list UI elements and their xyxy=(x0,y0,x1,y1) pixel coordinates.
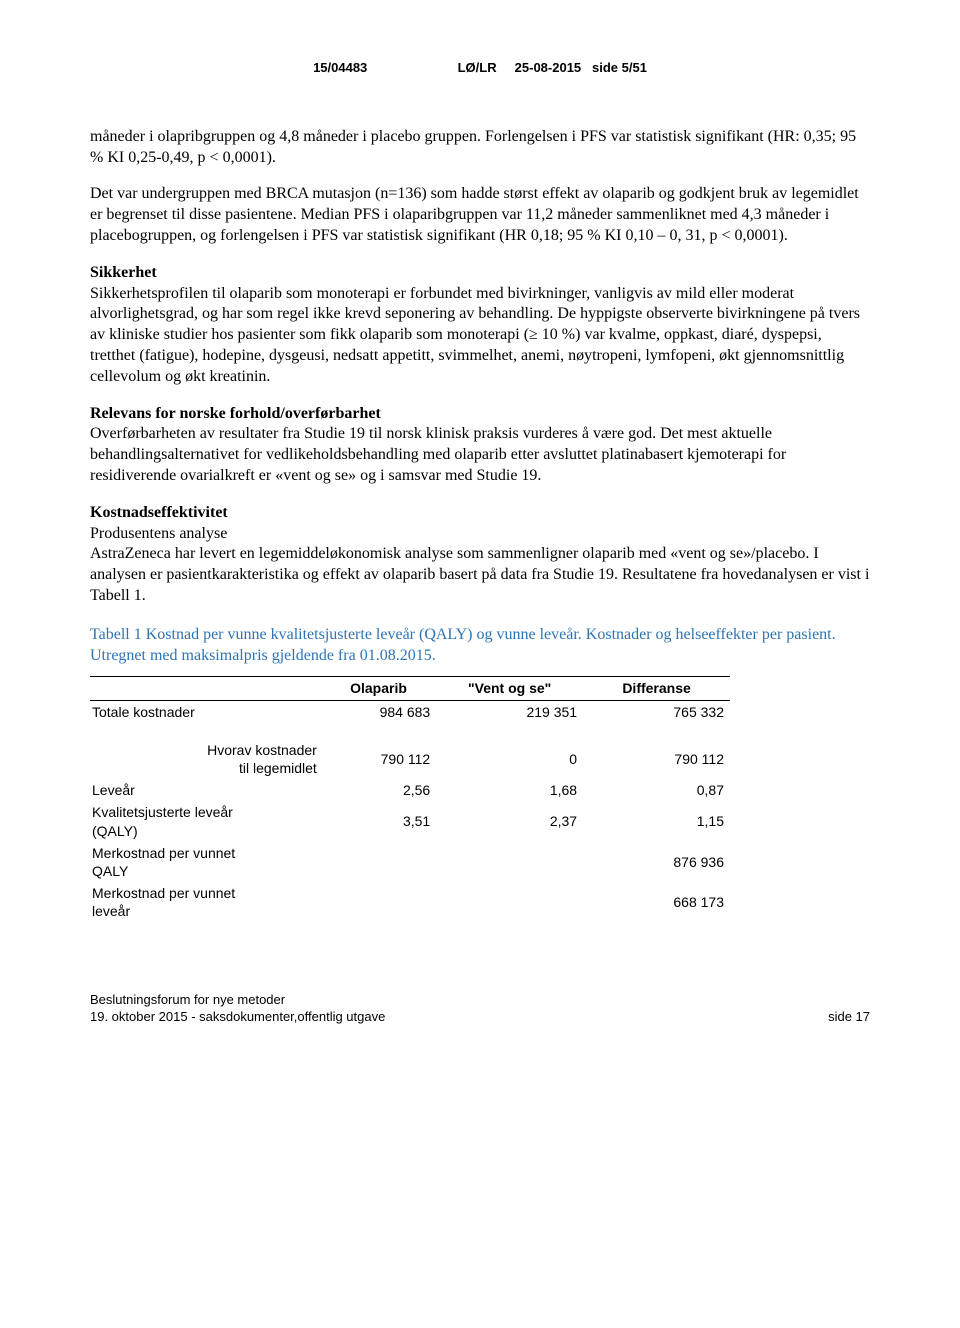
table-row: Leveår2,561,680,87 xyxy=(90,779,730,801)
table-cell xyxy=(436,882,583,922)
table-header-row: Olaparib "Vent og se" Differanse xyxy=(90,677,730,700)
col-header-differanse: Differanse xyxy=(583,677,730,700)
header-page: side 5/51 xyxy=(592,60,647,75)
table-cell: 668 173 xyxy=(583,882,730,922)
subheading-produsent: Produsentens analyse xyxy=(90,525,227,542)
header-date: 25-08-2015 xyxy=(515,60,582,75)
table-cell: 0,87 xyxy=(583,779,730,801)
heading-kostnad: Kostnadseffektivitet xyxy=(90,504,228,521)
table-cell xyxy=(321,842,436,882)
table-row-label: Totale kostnader xyxy=(90,700,321,723)
paragraph-1: måneder i olapribgruppen og 4,8 måneder … xyxy=(90,127,870,169)
table-cell: 876 936 xyxy=(583,842,730,882)
paragraph-2: Det var undergruppen med BRCA mutasjon (… xyxy=(90,184,870,246)
paragraph-sikkerhet: Sikkerhetsprofilen til olaparib som mono… xyxy=(90,285,860,385)
table-row-label: Leveår xyxy=(90,779,321,801)
col-header-olaparib: Olaparib xyxy=(321,677,436,700)
table-row: Merkostnad per vunnetQALY 876 936 xyxy=(90,842,730,882)
table-cell: 0 xyxy=(436,739,583,779)
table-cell: 1,68 xyxy=(436,779,583,801)
footer-page-number: side 17 xyxy=(828,1009,870,1026)
table-row-label: Kvalitetsjusterte leveår(QALY) xyxy=(90,801,321,841)
table-cell: 765 332 xyxy=(583,700,730,723)
table-row: Merkostnad per vunnetleveår 668 173 xyxy=(90,882,730,922)
table-row-label: Hvorav kostnadertil legemidlet xyxy=(90,739,321,779)
heading-relevans: Relevans for norske forhold/overførbarhe… xyxy=(90,405,381,422)
paragraph-kostnad: AstraZeneca har levert en legemiddeløkon… xyxy=(90,545,869,604)
header-ref: LØ/LR xyxy=(458,60,497,75)
table-row-label: Merkostnad per vunnetQALY xyxy=(90,842,321,882)
paragraph-relevans: Overførbarheten av resultater fra Studie… xyxy=(90,425,786,484)
table-cell xyxy=(436,842,583,882)
table-row-label: Merkostnad per vunnetleveår xyxy=(90,882,321,922)
table-cell: 219 351 xyxy=(436,700,583,723)
table-cell: 790 112 xyxy=(321,739,436,779)
heading-sikkerhet: Sikkerhet xyxy=(90,264,157,281)
table-cell: 2,56 xyxy=(321,779,436,801)
header-caseno: 15/04483 xyxy=(313,60,367,75)
table-caption: Tabell 1 Kostnad per vunne kvalitetsjust… xyxy=(90,625,870,667)
table-row: Hvorav kostnadertil legemidlet790 112079… xyxy=(90,739,730,779)
footer-line2: 19. oktober 2015 - saksdokumenter,offent… xyxy=(90,1009,385,1026)
page-footer: Beslutningsforum for nye metoder 19. okt… xyxy=(90,992,870,1026)
page-header: 15/04483 LØ/LR 25-08-2015 side 5/51 xyxy=(90,60,870,77)
table-spacer-row xyxy=(90,723,730,739)
table-cell: 984 683 xyxy=(321,700,436,723)
table-cell: 1,15 xyxy=(583,801,730,841)
table-cell: 790 112 xyxy=(583,739,730,779)
table-row: Totale kostnader984 683219 351765 332 xyxy=(90,700,730,723)
table-cell xyxy=(321,882,436,922)
table-cell: 2,37 xyxy=(436,801,583,841)
table-cell: 3,51 xyxy=(321,801,436,841)
table-row: Kvalitetsjusterte leveår(QALY)3,512,371,… xyxy=(90,801,730,841)
col-header-empty xyxy=(90,677,321,700)
col-header-ventogse: "Vent og se" xyxy=(436,677,583,700)
cost-effectiveness-table: Olaparib "Vent og se" Differanse Totale … xyxy=(90,676,730,922)
footer-line1: Beslutningsforum for nye metoder xyxy=(90,992,385,1009)
